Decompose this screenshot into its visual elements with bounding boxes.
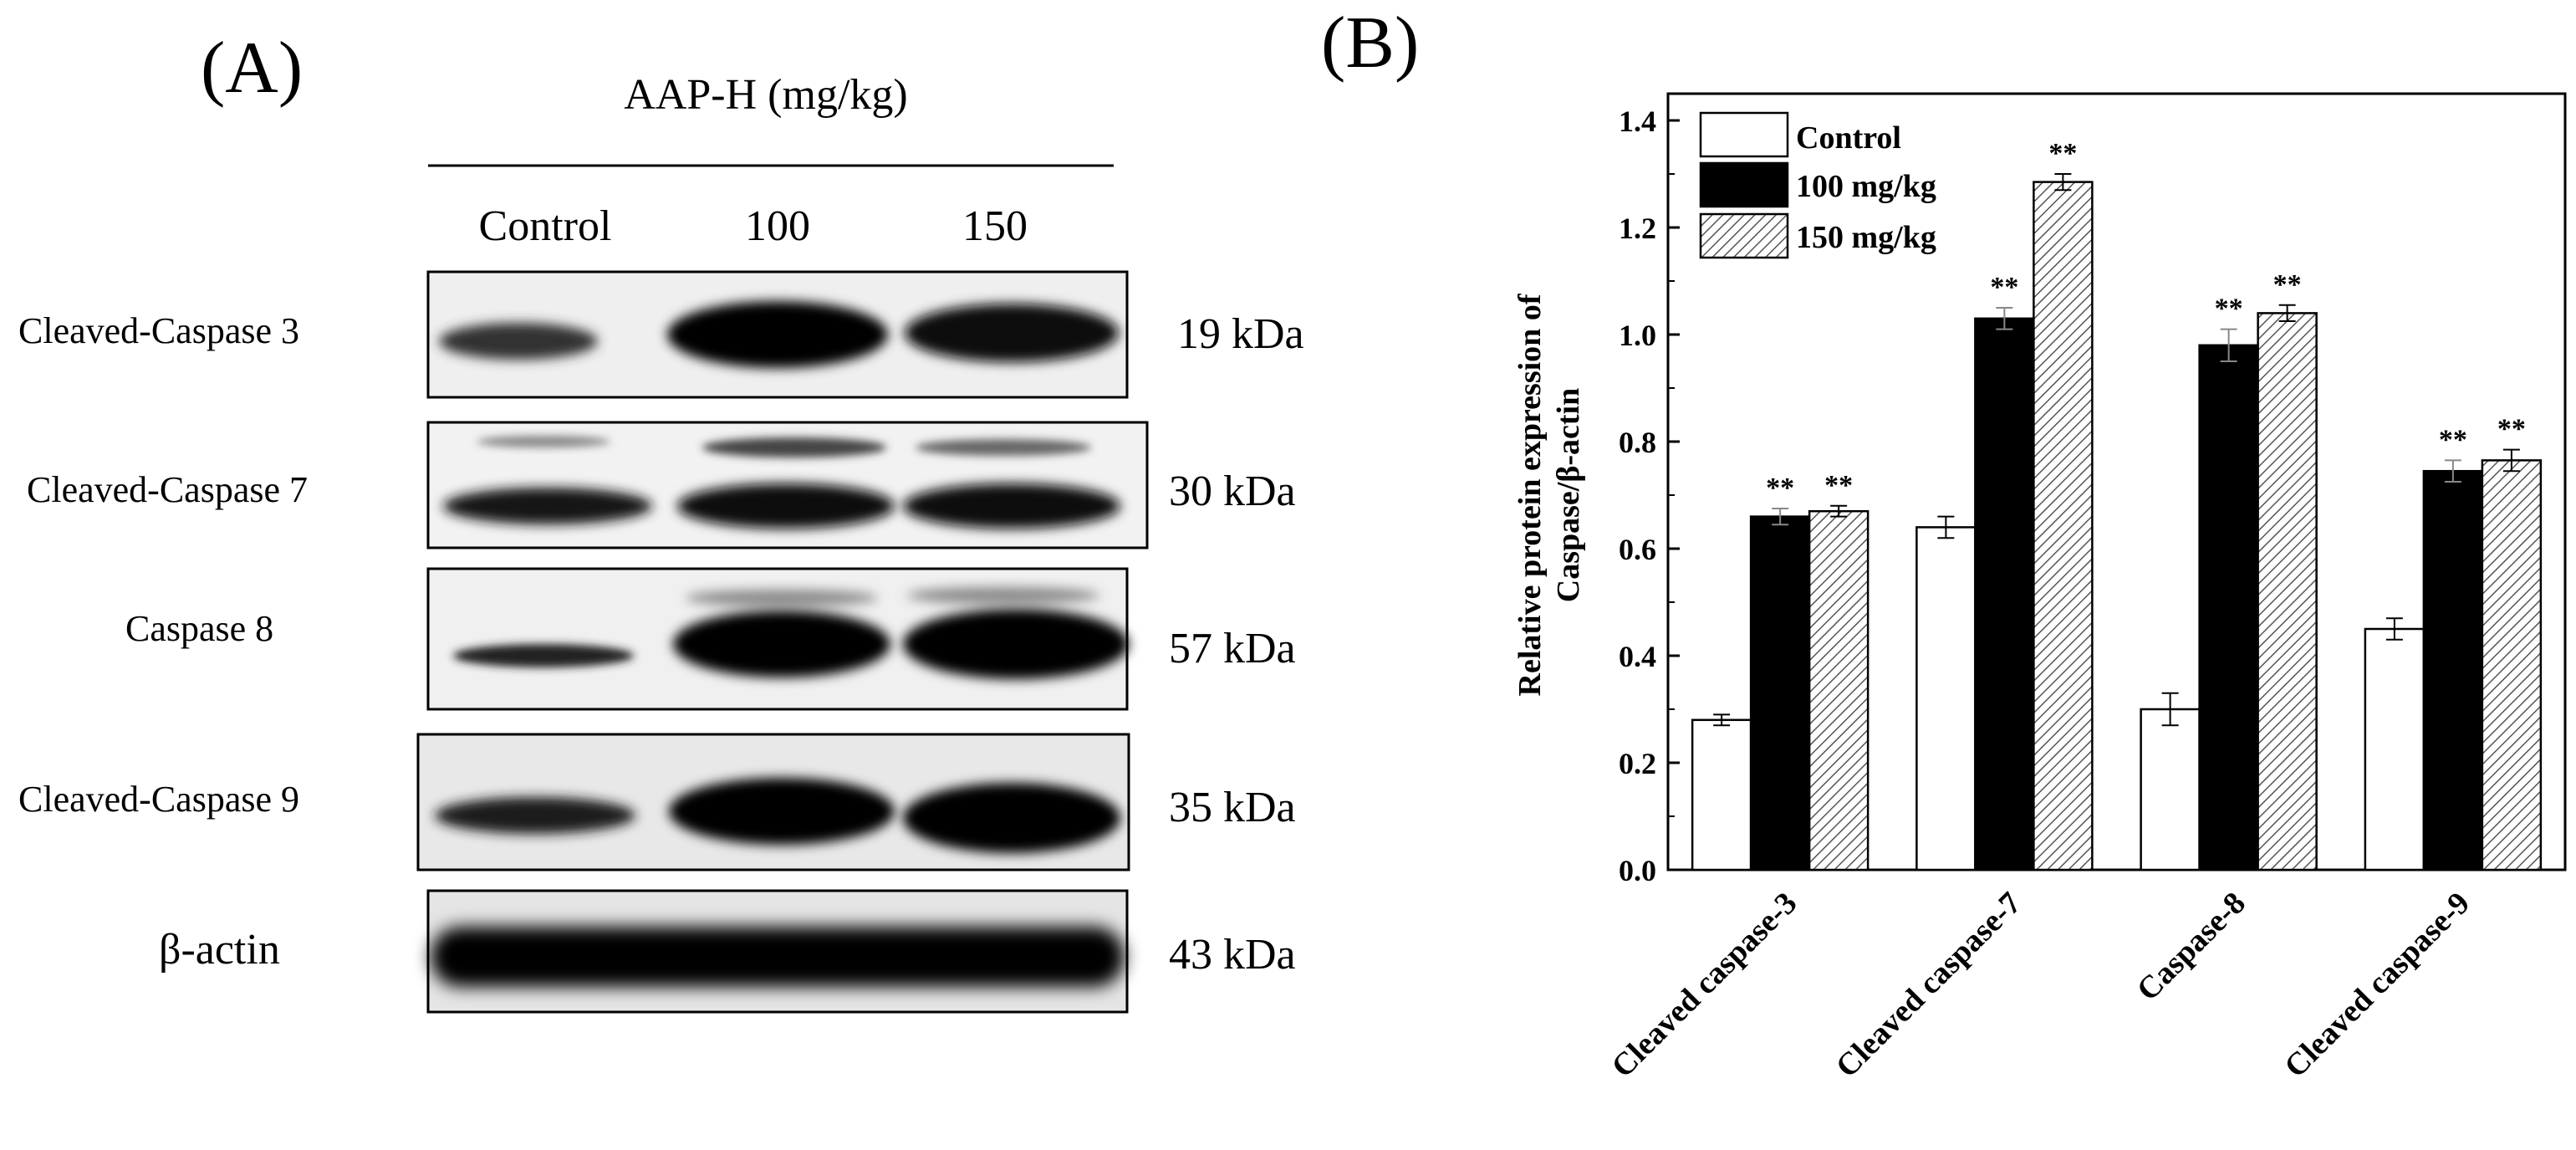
- treatment-header: AAP-H (mg/kg): [624, 71, 907, 119]
- lane-label-150: 150: [962, 202, 1028, 250]
- y-tick-label: 0.6: [1619, 533, 1656, 566]
- panel-b-bar-chart: (B) Relative protein expression of Caspa…: [1321, 3, 2567, 1085]
- significance-mark: **: [1990, 272, 2018, 303]
- significance-mark: **: [2497, 414, 2526, 445]
- legend-swatch-100: [1699, 161, 1789, 208]
- lane-label-100: 100: [745, 202, 810, 250]
- y-tick-label: 1.0: [1619, 319, 1656, 352]
- significance-mark: **: [1824, 470, 1853, 501]
- band-c3-100: [667, 301, 888, 368]
- lane-label-control: Control: [479, 202, 612, 250]
- band-c9-control: [435, 797, 635, 834]
- band-c8-upper-150: [907, 587, 1099, 604]
- bar: [2140, 708, 2201, 871]
- blot-kda-caspase-8: 57 kDa: [1169, 625, 1296, 672]
- blot-kda-cleaved-caspase-7: 30 kDa: [1169, 468, 1296, 515]
- blot-label-cleaved-caspase-9: Cleaved-Caspase 9: [18, 779, 299, 820]
- bar: [1974, 317, 2035, 871]
- bar: [2422, 469, 2484, 871]
- bar: [2257, 312, 2318, 871]
- legend-swatch-control: [1699, 111, 1789, 158]
- blot-beta-actin: [426, 889, 1129, 1014]
- blot-label-cleaved-caspase-3: Cleaved-Caspase 3: [18, 310, 299, 351]
- significance-mark: **: [2439, 424, 2467, 455]
- band-c8-100: [673, 611, 890, 677]
- blot-cleaved-caspase-9: [416, 733, 1130, 871]
- significance-mark: **: [2215, 294, 2243, 325]
- band-c7-control: [443, 488, 652, 524]
- band-c7-upper-control: [477, 436, 610, 447]
- x-tick-label: Cleaved caspase-7: [1829, 886, 2028, 1085]
- plot-frame: [1666, 92, 2567, 871]
- legend-swatch-150: [1699, 212, 1789, 259]
- band-c8-control: [453, 644, 634, 667]
- band-c7-upper-150: [916, 439, 1091, 456]
- band-c8-150: [903, 609, 1129, 679]
- blot-label-caspase-8: Caspase 8: [125, 608, 273, 649]
- y-tick-label: 1.2: [1619, 212, 1656, 245]
- x-tick-label: Caspase-8: [2130, 886, 2252, 1008]
- y-axis-title-line-2: Caspase/β-actin: [1551, 388, 1586, 602]
- x-tick-label: Cleaved caspase-9: [2278, 886, 2477, 1085]
- panel-a-label: (A): [201, 28, 303, 109]
- y-tick-label: 1.4: [1619, 105, 1656, 138]
- band-c9-100: [669, 778, 895, 845]
- significance-mark: **: [2048, 138, 2077, 169]
- band-c9-150: [903, 783, 1120, 853]
- y-axis-title-line-1: Relative protein expression of: [1512, 293, 1548, 696]
- y-tick-label: 0.4: [1619, 640, 1656, 673]
- blot-cleaved-caspase-7: [426, 421, 1149, 549]
- blot-label-cleaved-caspase-7: Cleaved-Caspase 7: [27, 469, 308, 510]
- legend-label-control: Control: [1796, 120, 1901, 156]
- bar: [2198, 344, 2259, 871]
- bar: [2033, 181, 2094, 871]
- blot-kda-beta-actin: 43 kDa: [1169, 931, 1296, 979]
- bar: [2364, 627, 2426, 871]
- band-c7-upper-100: [702, 437, 886, 457]
- legend-label-100: 100 mg/kg: [1796, 169, 1936, 204]
- bar: [1691, 718, 1752, 871]
- bar: [2481, 459, 2543, 871]
- blot-kda-cleaved-caspase-3: 19 kDa: [1177, 310, 1304, 358]
- panel-b-label: (B): [1321, 3, 1419, 84]
- panel-a-western-blot: (A) AAP-H (mg/kg) Control 100 150 Cleave…: [18, 28, 1304, 1014]
- legend: Control 100 mg/kg 150 mg/kg: [1699, 111, 1936, 259]
- significance-mark: **: [2273, 269, 2302, 300]
- band-c7-150: [903, 483, 1120, 529]
- y-tick-label: 0.8: [1619, 426, 1656, 459]
- band-c3-control: [439, 323, 598, 360]
- blot-kda-cleaved-caspase-9: 35 kDa: [1169, 784, 1296, 831]
- blot-cleaved-caspase-3: [426, 270, 1129, 399]
- blot-caspase-8: [426, 567, 1129, 711]
- significance-mark: **: [1766, 473, 1794, 503]
- legend-label-150: 150 mg/kg: [1796, 220, 1936, 255]
- y-tick-label: 0.0: [1619, 854, 1656, 887]
- band-c8-upper-100: [686, 590, 878, 606]
- x-tick-label: Cleaved caspase-3: [1605, 886, 1804, 1085]
- bar: [1749, 515, 1811, 871]
- band-c7-100: [677, 483, 895, 529]
- blot-label-beta-actin: β-actin: [159, 926, 280, 974]
- band-actin-all-lanes: [431, 927, 1125, 987]
- bar: [1915, 526, 1977, 871]
- band-c3-150: [905, 304, 1119, 362]
- y-tick-label: 0.2: [1619, 747, 1656, 780]
- bar: [1808, 509, 1870, 871]
